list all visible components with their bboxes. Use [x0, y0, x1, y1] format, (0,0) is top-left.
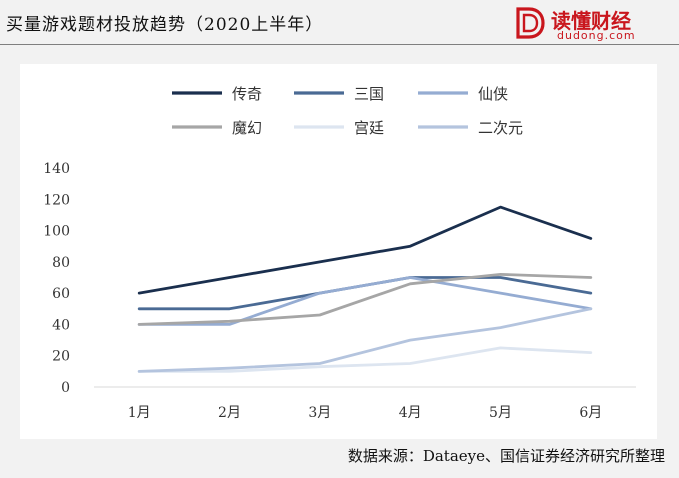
legend-item: 宫廷 — [294, 119, 384, 137]
y-tick-label: 100 — [43, 224, 70, 240]
series-lines — [137, 205, 593, 373]
y-tick-label: 20 — [52, 349, 70, 365]
legend-item: 二次元 — [418, 119, 523, 137]
source-note: 数据来源：Dataeye、国信证券经济研究所整理 — [347, 447, 665, 465]
y-tick-label: 80 — [52, 255, 70, 271]
brand-name: 读懂财经 — [551, 9, 631, 33]
y-axis: 0 20 40 60 80 100 120 140 — [43, 161, 70, 396]
legend-label: 宫廷 — [354, 119, 384, 137]
series-line — [137, 307, 593, 373]
legend-item: 魔幻 — [172, 119, 262, 137]
x-tick-label: 1月 — [128, 405, 151, 421]
x-tick-label: 3月 — [308, 405, 331, 421]
page-title: 买量游戏题材投放趋势（2020上半年） — [6, 15, 324, 35]
legend-label: 二次元 — [478, 119, 523, 137]
series-line — [137, 205, 593, 295]
series-line — [137, 346, 593, 373]
y-tick-label: 120 — [43, 192, 70, 208]
x-axis: 1月 2月 3月 4月 5月 6月 — [94, 386, 636, 421]
legend-item: 三国 — [294, 85, 384, 103]
x-tick-label: 5月 — [489, 405, 512, 421]
brand: 读懂财经 dudong.com — [511, 4, 661, 44]
brand-logo-icon — [516, 7, 545, 39]
legend-item: 仙侠 — [418, 85, 508, 103]
y-tick-label: 60 — [52, 286, 70, 302]
legend-label: 仙侠 — [478, 85, 508, 103]
y-tick-label: 40 — [52, 317, 70, 333]
chart-panel: 传奇 三国 仙侠魔幻 宫廷 二次元 0 20 40 60 80 100 120 140 1月 2月 3月 4… — [20, 64, 657, 439]
y-tick-label: 0 — [61, 380, 70, 396]
y-tick-label: 140 — [43, 161, 70, 177]
series-line — [137, 272, 593, 326]
series-line — [137, 276, 593, 326]
legend-label: 魔幻 — [232, 119, 262, 137]
x-tick-label: 4月 — [399, 405, 422, 421]
legend-label: 传奇 — [232, 85, 262, 103]
legend-label: 三国 — [354, 85, 384, 103]
x-tick-label: 2月 — [218, 405, 241, 421]
legend-item: 传奇 — [172, 85, 262, 103]
x-tick-label: 6月 — [579, 405, 602, 421]
brand-url: dudong.com — [557, 29, 636, 42]
header-divider — [0, 44, 679, 45]
